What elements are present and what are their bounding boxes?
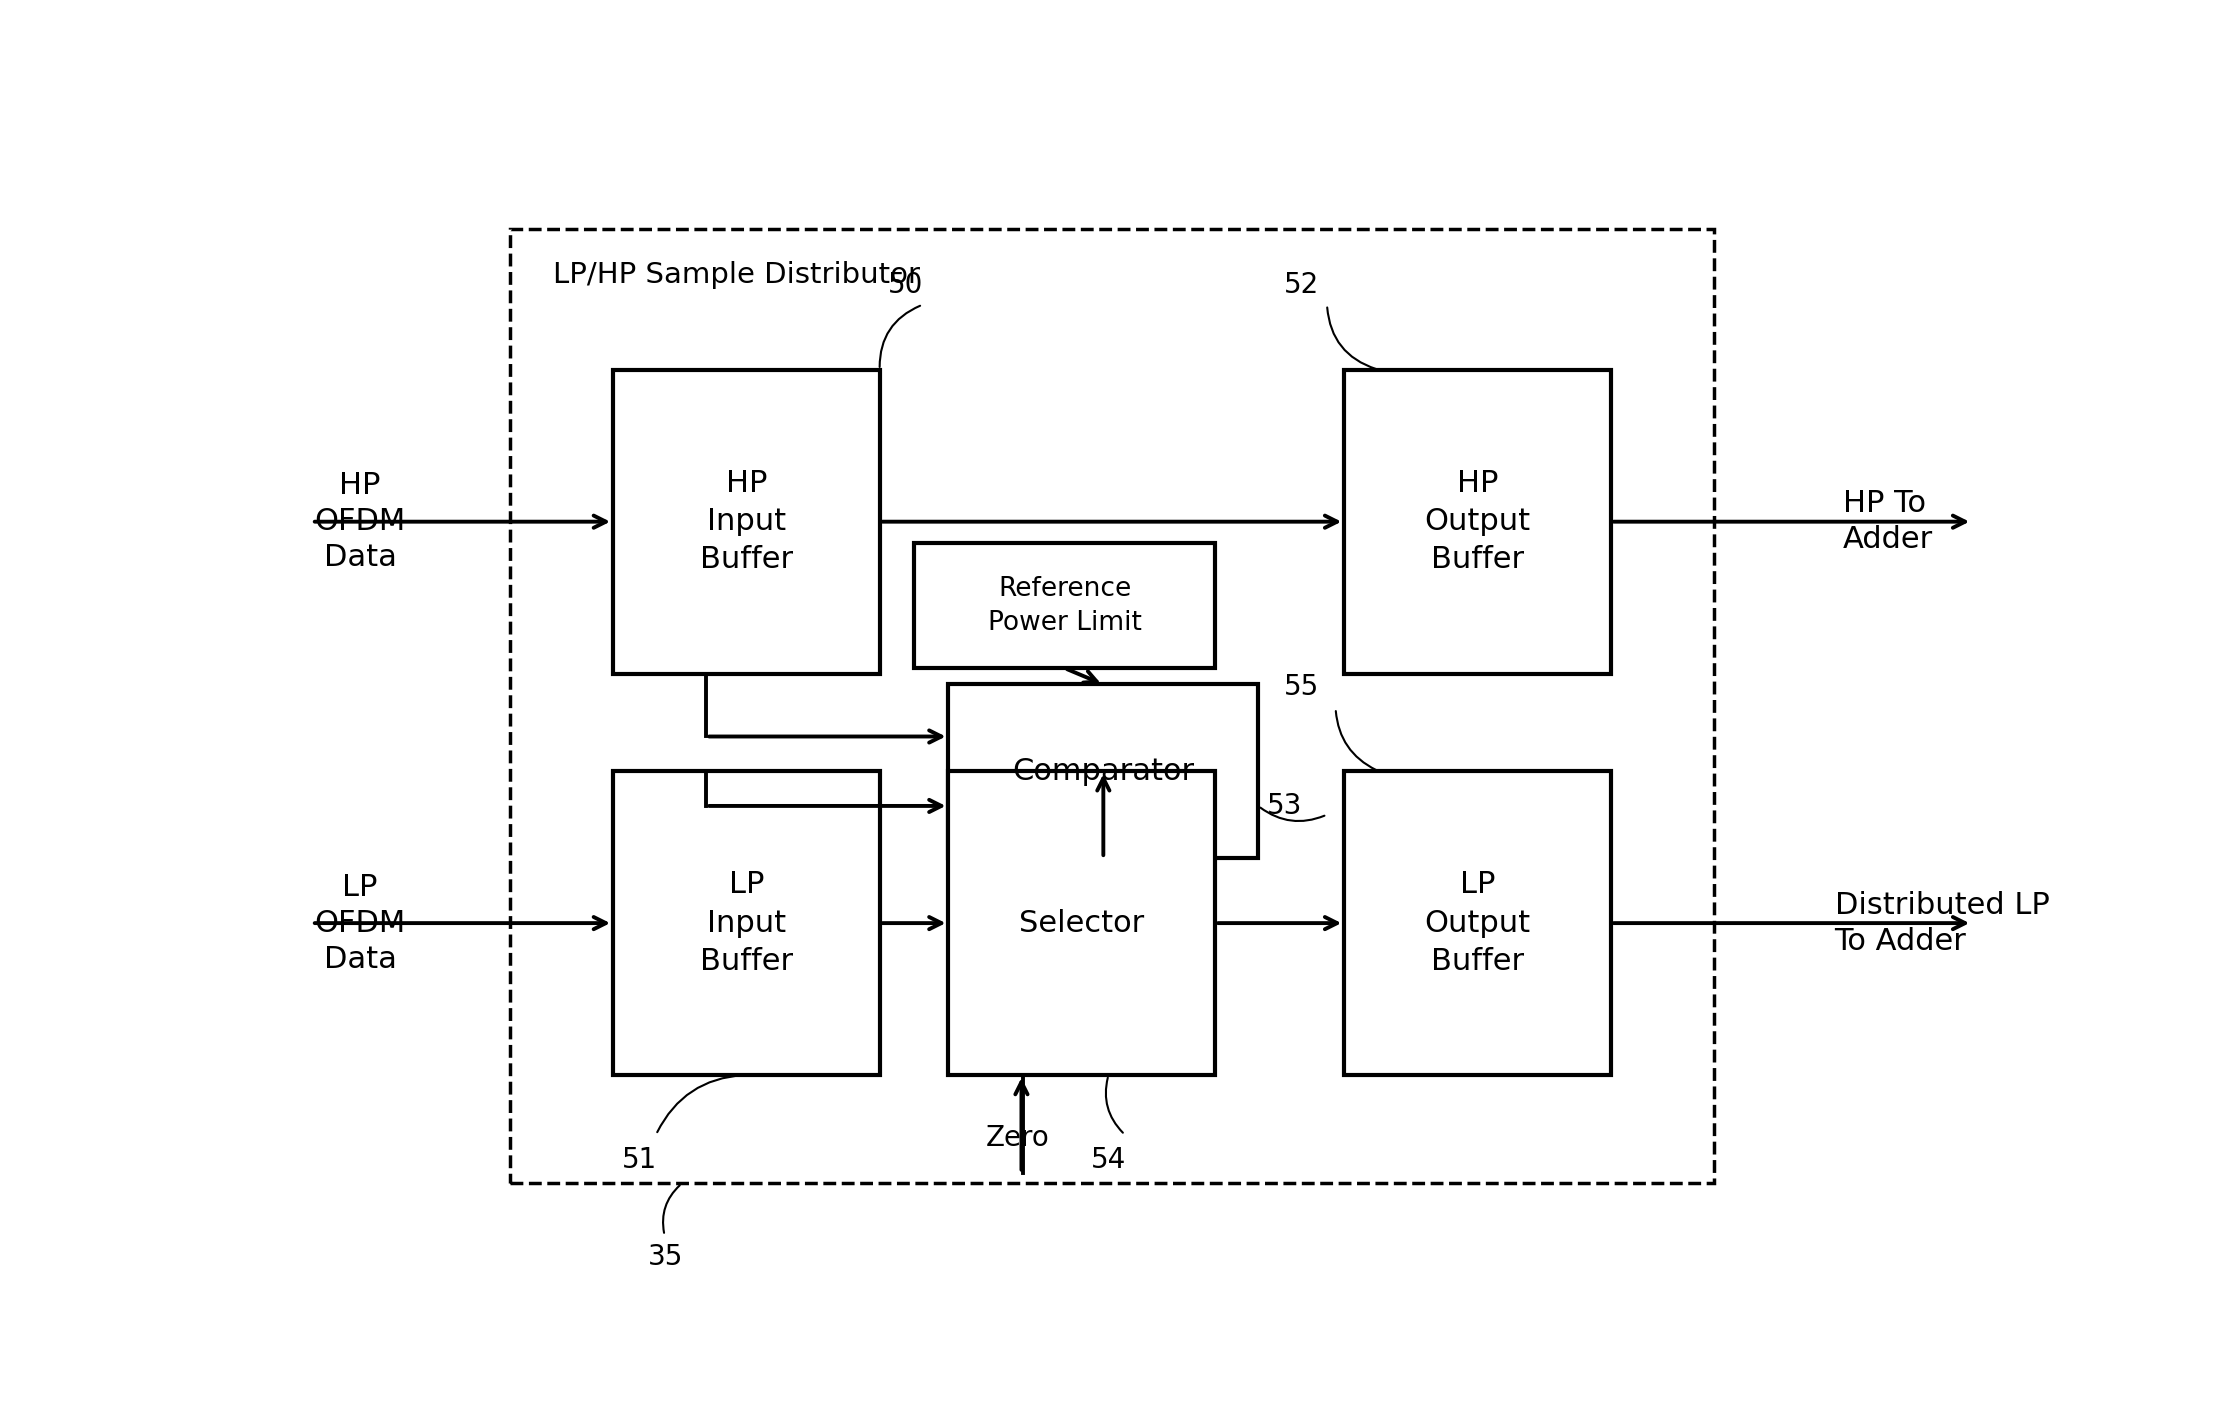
Text: LP
OFDM
Data: LP OFDM Data xyxy=(315,872,406,974)
Text: LP
Input
Buffer: LP Input Buffer xyxy=(699,871,793,976)
Bar xyxy=(613,771,879,1075)
Bar xyxy=(948,771,1214,1075)
Text: Comparator: Comparator xyxy=(1012,757,1194,786)
Text: Reference
Power Limit: Reference Power Limit xyxy=(988,576,1141,635)
Text: 50: 50 xyxy=(888,272,924,299)
Bar xyxy=(1345,369,1612,674)
Text: HP To
Adder: HP To Adder xyxy=(1843,489,1934,554)
Text: Selector: Selector xyxy=(1019,909,1146,937)
Text: 51: 51 xyxy=(622,1146,657,1174)
Text: Distributed LP
To Adder: Distributed LP To Adder xyxy=(1834,890,2049,955)
Text: 54: 54 xyxy=(1090,1146,1126,1174)
Text: LP
Output
Buffer: LP Output Buffer xyxy=(1425,871,1530,976)
Text: 52: 52 xyxy=(1283,272,1319,299)
Text: 53: 53 xyxy=(1268,792,1303,820)
Bar xyxy=(511,228,1714,1184)
Bar xyxy=(948,685,1259,858)
Text: LP/HP Sample Distributor: LP/HP Sample Distributor xyxy=(553,261,919,289)
Text: HP
OFDM
Data: HP OFDM Data xyxy=(315,471,406,572)
Text: 55: 55 xyxy=(1283,672,1319,700)
Bar xyxy=(915,544,1214,668)
Text: HP
Input
Buffer: HP Input Buffer xyxy=(699,469,793,575)
Bar xyxy=(1345,771,1612,1075)
Text: 35: 35 xyxy=(648,1243,684,1271)
Bar xyxy=(613,369,879,674)
Text: HP
Output
Buffer: HP Output Buffer xyxy=(1425,469,1530,575)
Text: Zero: Zero xyxy=(986,1124,1050,1151)
